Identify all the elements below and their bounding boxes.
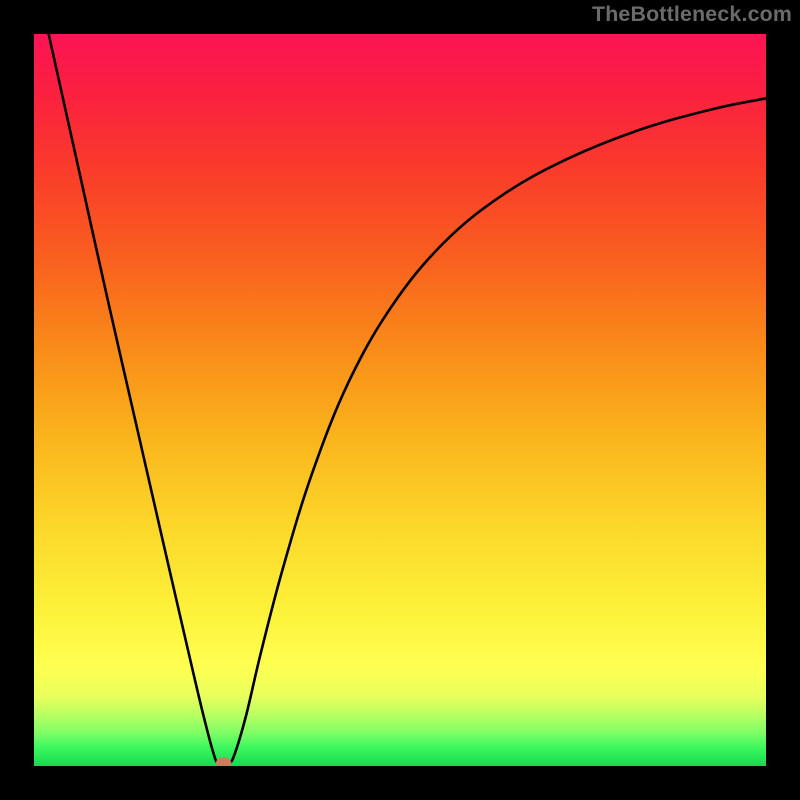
plot-background bbox=[34, 34, 766, 766]
bottleneck-chart bbox=[0, 0, 800, 800]
watermark-text: TheBottleneck.com bbox=[592, 2, 792, 27]
chart-stage: TheBottleneck.com bbox=[0, 0, 800, 800]
